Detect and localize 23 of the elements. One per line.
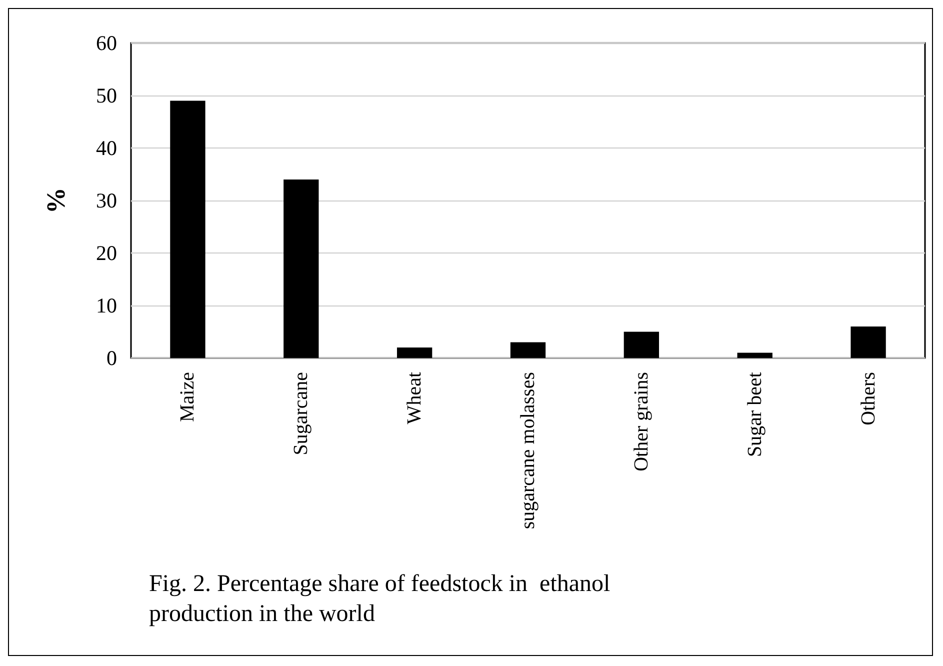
bar <box>737 352 772 358</box>
bar <box>396 348 432 358</box>
bar <box>624 332 660 358</box>
x-tick-label: Sugar beet <box>744 372 766 457</box>
caption: Fig. 2. Percentage share of feedstock in ethanol production in the world <box>149 571 616 627</box>
y-tick-label: 10 <box>96 294 117 318</box>
y-tick-label: 20 <box>96 241 117 265</box>
y-tick-label: 50 <box>96 84 117 108</box>
x-tick-label: Other grains <box>630 372 652 472</box>
y-tick-label: 60 <box>96 31 117 55</box>
x-tick-label: sugarcane molasses <box>517 372 539 530</box>
x-tick-label: Maize <box>176 372 199 422</box>
bar <box>510 342 546 358</box>
bar <box>850 326 886 358</box>
bar <box>284 180 319 358</box>
y-tick-label: 0 <box>106 346 117 370</box>
y-tick-label: 30 <box>96 188 117 212</box>
bar <box>170 100 206 358</box>
x-tick-label: Sugarcane <box>290 372 312 456</box>
y-tick-label: 40 <box>96 136 117 160</box>
x-tick-label: Others <box>857 372 880 426</box>
y-axis-title: % <box>42 188 70 214</box>
x-tick-label: Wheat <box>404 372 426 424</box>
